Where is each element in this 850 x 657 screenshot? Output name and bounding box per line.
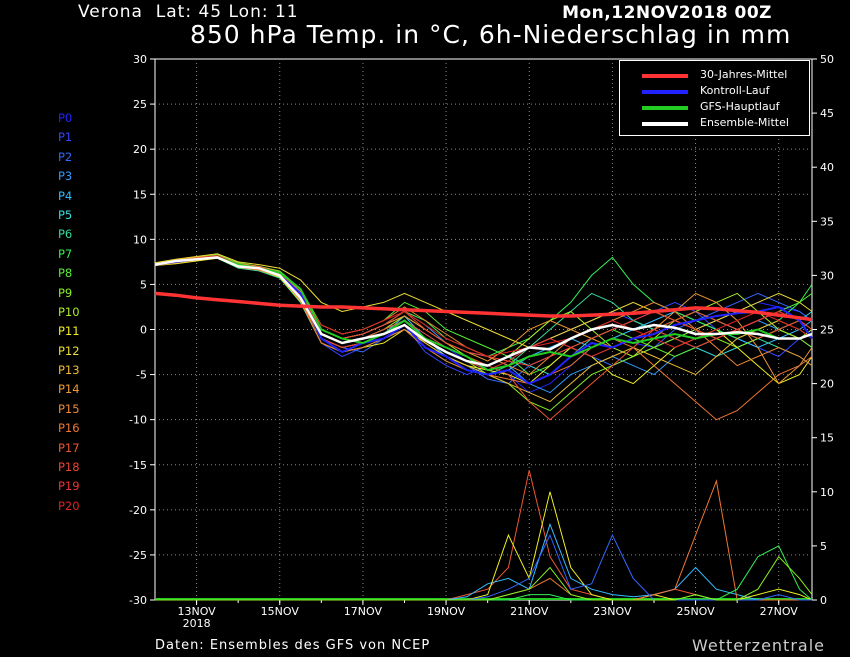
y-tick-label-right: 35	[820, 215, 834, 228]
chart-title: 850 hPa Temp. in °C, 6h-Niederschlag in …	[190, 20, 792, 49]
x-tick-label: 23NOV	[593, 605, 632, 618]
member-line	[154, 255, 813, 358]
member-label: P0	[58, 111, 73, 125]
member-label: P5	[58, 207, 73, 222]
x-year-label: 2018	[183, 617, 211, 630]
legend-item-climate-mean: 30-Jahres-Mittel	[620, 68, 809, 84]
y-tick-label-left: 15	[133, 188, 147, 201]
ensemble-member-list: P0 P1 P2 P3 P4 P5 P6 P7 P8 P9 P10 P11 P12 P13 P14 P15 P1…	[58, 109, 80, 516]
y-tick-label-left: -20	[129, 504, 147, 517]
legend-item-main-run: GFS-Hauptlauf	[620, 100, 809, 116]
y-tick-label-left: 20	[133, 143, 147, 156]
precip-line	[155, 479, 812, 601]
legend-swatch	[642, 90, 688, 94]
y-tick-label-left: 0	[140, 324, 147, 337]
member-line	[154, 255, 813, 367]
member-label: P18	[58, 460, 80, 475]
x-tick-label: 15NOV	[261, 605, 300, 618]
y-tick-label-left: 5	[140, 278, 147, 291]
legend-item-control-run: Kontroll-Lauf	[620, 84, 809, 100]
legend-swatch	[642, 106, 688, 110]
y-tick-label-left: -15	[129, 459, 147, 472]
legend-label: Kontroll-Lauf	[700, 84, 770, 97]
legend-swatch	[642, 74, 688, 78]
member-line	[154, 256, 813, 421]
y-tick-label-left: 10	[133, 233, 147, 246]
legend-item-ensemble-mean: Ensemble-Mittel	[620, 116, 809, 132]
member-label: P3	[58, 169, 73, 184]
y-tick-label-left: -10	[129, 414, 147, 427]
member-label: P10	[58, 304, 80, 319]
y-tick-label-left: 25	[133, 98, 147, 111]
member-label: P19	[58, 479, 80, 494]
legend-label: Ensemble-Mittel	[700, 116, 789, 129]
brand-label: Wetterzentrale	[691, 636, 825, 655]
member-label: P1	[58, 130, 73, 145]
y-tick-label-right: 5	[820, 540, 827, 553]
legend-label: GFS-Hauptlauf	[700, 100, 780, 113]
x-tick-label: 17NOV	[344, 605, 383, 618]
x-tick-label: 13NOV	[177, 605, 216, 618]
member-label: P2	[58, 149, 73, 164]
member-label: P8	[58, 266, 73, 281]
member-label: P16	[58, 421, 80, 436]
y-tick-label-right: 50	[820, 53, 834, 66]
member-label: P11	[58, 324, 80, 339]
member-label: P4	[58, 188, 73, 203]
legend-label: 30-Jahres-Mittel	[700, 68, 788, 81]
member-line	[154, 255, 813, 376]
y-tick-label-right: 40	[820, 161, 834, 174]
y-tick-label-left: -30	[129, 594, 147, 607]
member-label: P6	[58, 227, 73, 242]
x-tick-label: 19NOV	[427, 605, 466, 618]
member-line	[154, 255, 813, 376]
data-source: Daten: Ensembles des GFS von NCEP	[155, 638, 431, 653]
member-label: P13	[58, 363, 80, 378]
precip-line	[155, 491, 813, 601]
member-line	[154, 255, 813, 376]
member-line	[154, 255, 813, 358]
member-line	[154, 253, 813, 349]
y-tick-label-left: 30	[133, 53, 147, 66]
x-tick-label: 21NOV	[510, 605, 549, 618]
location-label: Verona Lat: 45 Lon: 11	[78, 2, 299, 22]
member-label: P14	[58, 382, 80, 397]
y-tick-label-right: 25	[820, 324, 834, 337]
legend: 30-Jahres-Mittel Kontroll-Lauf GFS-Haupt…	[619, 60, 810, 136]
y-tick-label-right: 10	[820, 486, 834, 499]
legend-swatch	[642, 122, 688, 126]
y-tick-label-right: 15	[820, 432, 834, 445]
member-label: P20	[58, 498, 80, 513]
y-tick-label-left: -25	[129, 549, 147, 562]
precip-line	[155, 545, 813, 601]
precip-line	[155, 522, 812, 601]
member-label: P17	[58, 440, 80, 455]
x-tick-label: 25NOV	[676, 605, 715, 618]
y-tick-label-left: -5	[136, 369, 147, 382]
precip-line	[155, 555, 813, 601]
y-tick-label-right: 45	[820, 107, 834, 120]
member-label: P15	[58, 401, 80, 416]
y-tick-label-right: 0	[820, 594, 827, 607]
y-tick-label-right: 20	[820, 378, 834, 391]
y-tick-label-right: 30	[820, 269, 834, 282]
member-line	[154, 255, 813, 367]
member-label: P7	[58, 246, 73, 261]
x-tick-label: 27NOV	[760, 605, 799, 618]
run-date: Mon,12NOV2018 00Z	[562, 3, 772, 23]
member-line	[154, 255, 813, 421]
ensemble-mean-line	[154, 256, 813, 367]
member-label: P9	[58, 285, 73, 300]
member-label: P12	[58, 343, 80, 358]
climate-mean-line	[154, 291, 813, 322]
